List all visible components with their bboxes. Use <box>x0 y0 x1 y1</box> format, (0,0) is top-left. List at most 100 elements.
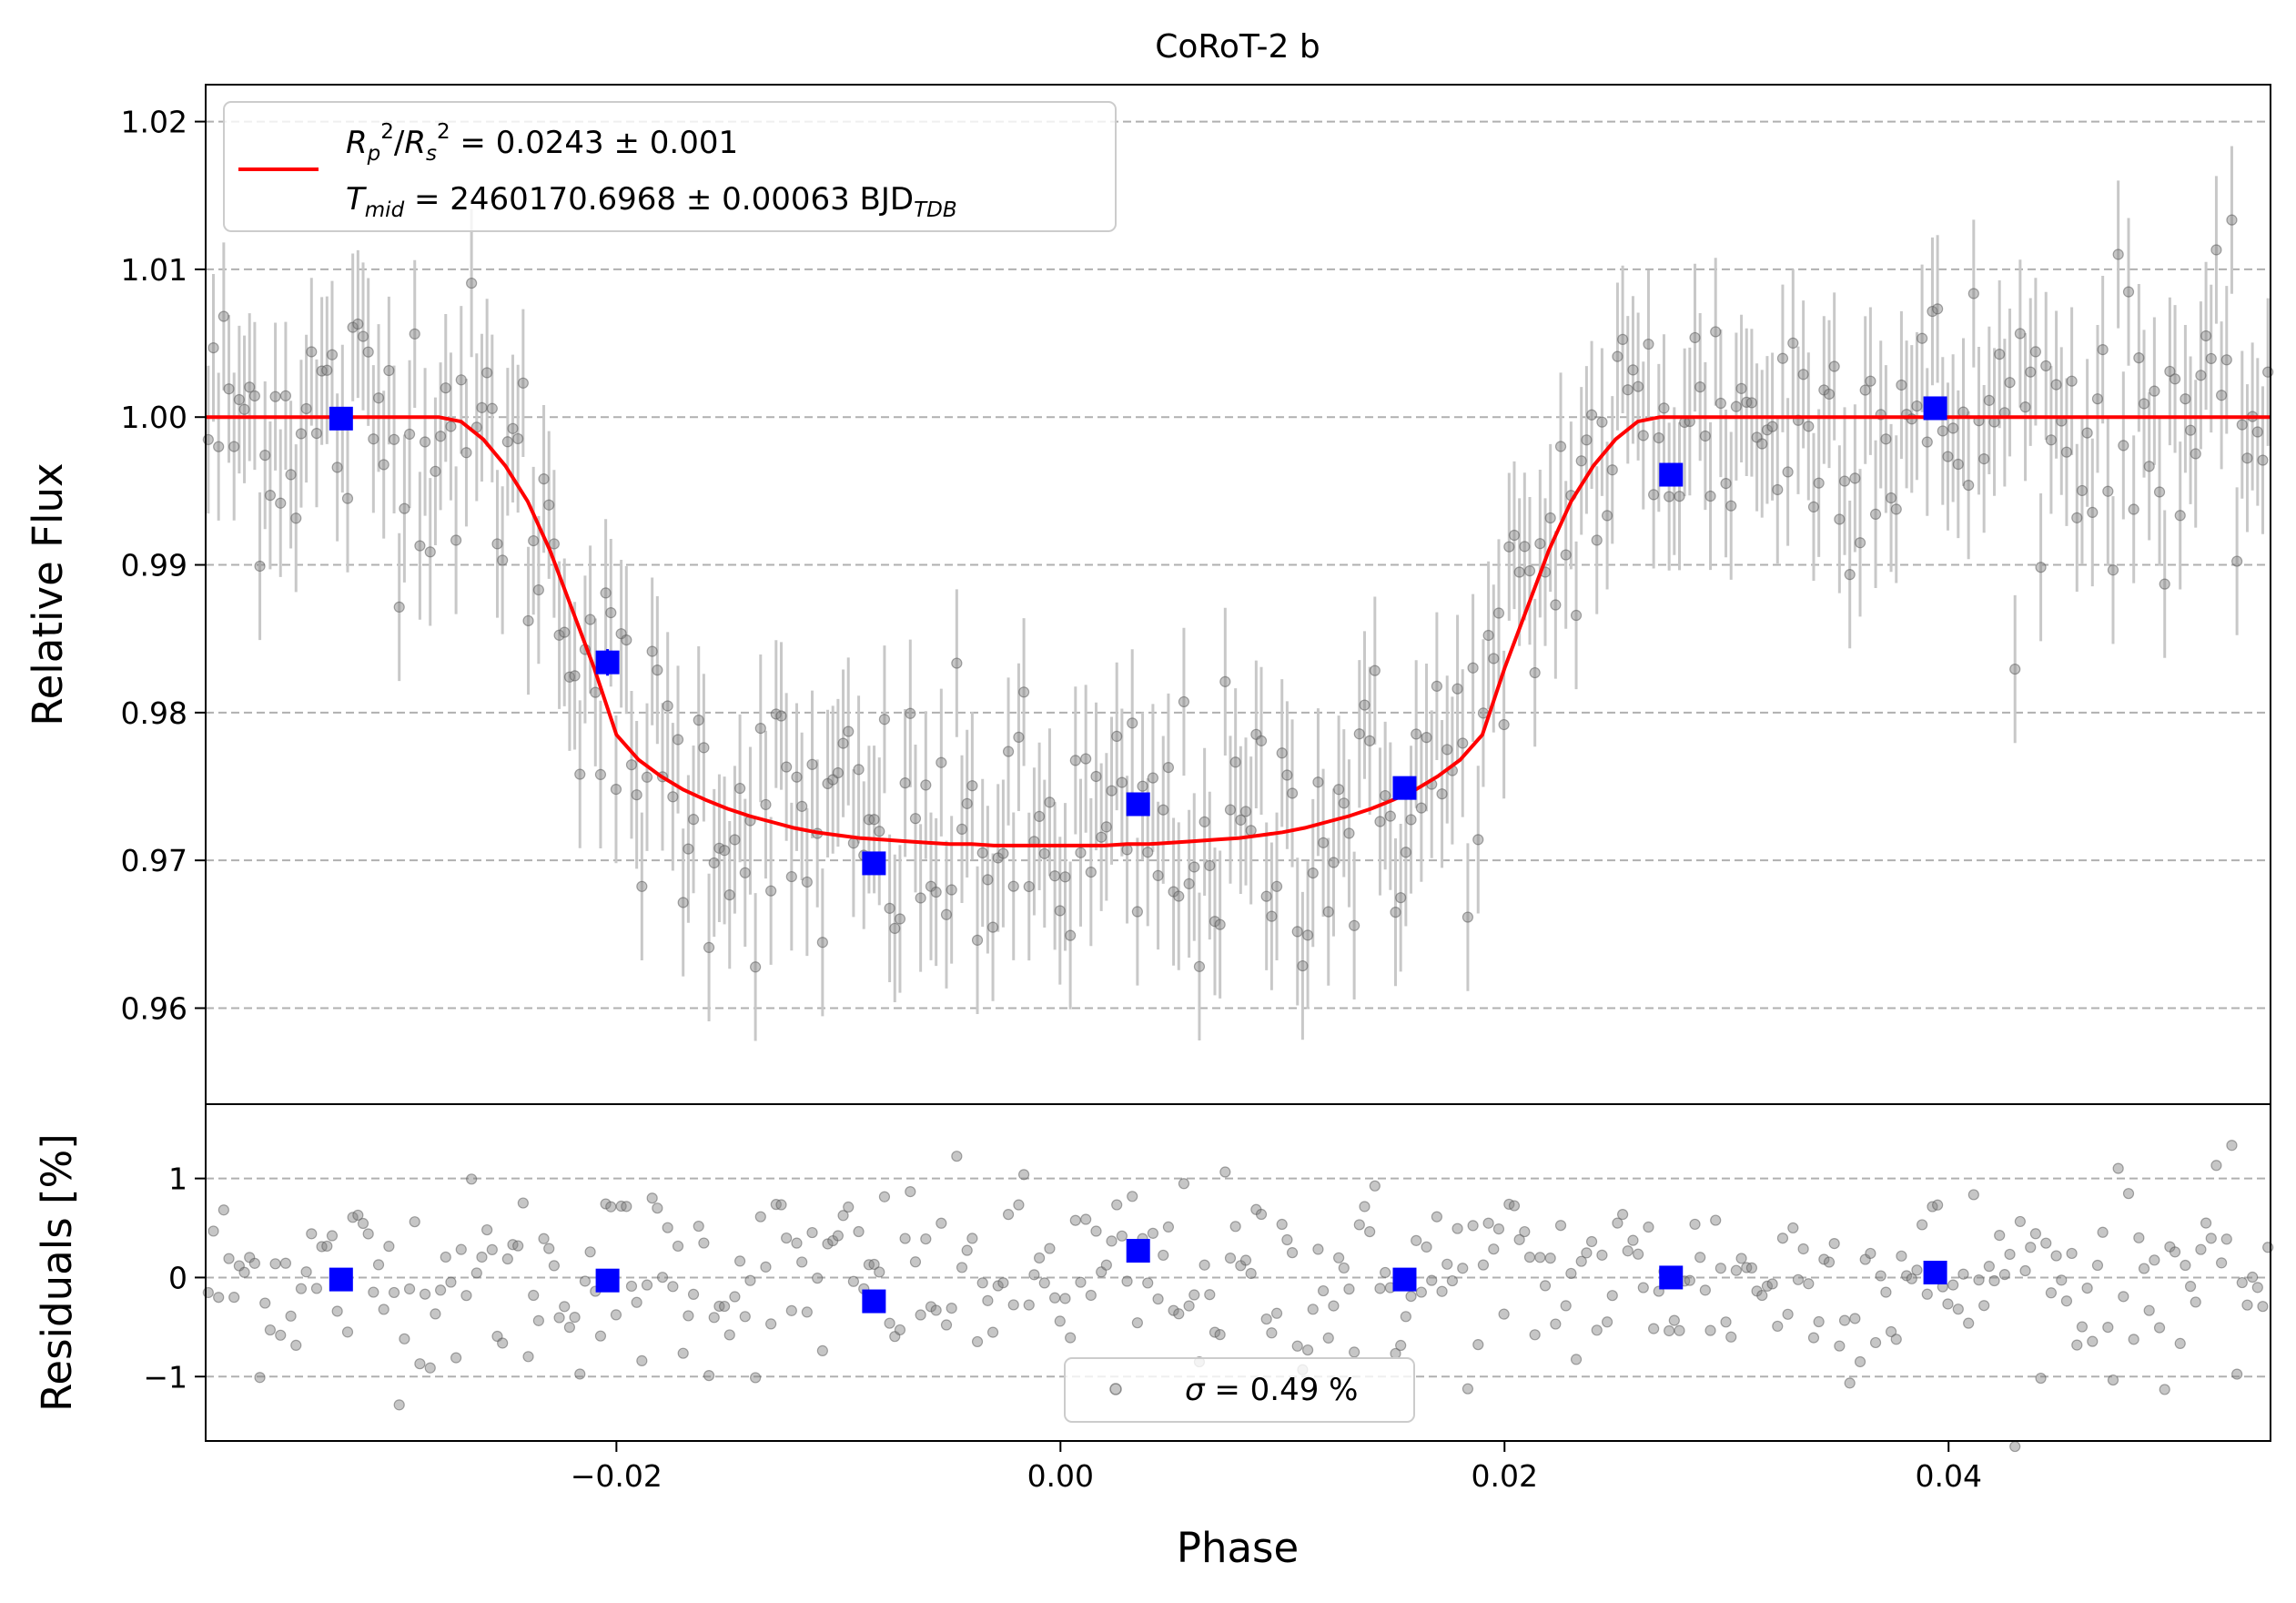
raw-point <box>1245 825 1257 837</box>
residual-point <box>2128 1334 2139 1345</box>
raw-point <box>1917 332 1928 344</box>
residual-point <box>1106 1235 1118 1247</box>
residual-point <box>610 1309 622 1321</box>
residual-point <box>419 1288 431 1300</box>
residual-point <box>641 1279 653 1291</box>
raw-point <box>1813 477 1825 489</box>
raw-point <box>259 450 271 462</box>
residual-point <box>1229 1221 1241 1233</box>
raw-point <box>915 892 926 904</box>
residual-point <box>1523 1252 1536 1263</box>
residual-point <box>1957 1268 1969 1280</box>
raw-point <box>326 349 339 360</box>
residual-point <box>2025 1242 2037 1253</box>
raw-point <box>486 402 498 414</box>
raw-point <box>1838 475 1851 487</box>
residual-point <box>1441 1258 1453 1270</box>
raw-point <box>574 768 586 780</box>
raw-point <box>1007 880 1019 892</box>
residual-point <box>466 1173 478 1185</box>
raw-point <box>2190 448 2201 460</box>
residual-point <box>1906 1273 1917 1284</box>
residual-point <box>1963 1317 1975 1329</box>
residual-point <box>1704 1324 1716 1336</box>
raw-point <box>796 800 808 812</box>
raw-point <box>2107 564 2119 576</box>
residual-point <box>951 1151 963 1162</box>
residual-point <box>1772 1320 1784 1333</box>
residual-point <box>1307 1304 1319 1315</box>
raw-point <box>2169 373 2181 385</box>
bottom-raw-points <box>202 1140 2274 1453</box>
top-binned-points <box>329 396 1947 876</box>
raw-point <box>2009 663 2021 675</box>
raw-point <box>1725 500 1737 512</box>
bottom-binned-points <box>329 1239 1947 1314</box>
residual-point <box>1121 1275 1133 1287</box>
raw-point <box>2200 330 2212 342</box>
raw-point <box>605 607 617 619</box>
top-y-ticks: 0.96 0.97 0.98 0.99 1.00 1.01 1.02 <box>121 105 206 1026</box>
raw-point <box>1658 402 1670 414</box>
residual-point <box>1714 1263 1726 1274</box>
raw-point <box>1787 337 1799 350</box>
residual-point <box>574 1368 586 1380</box>
raw-point <box>600 587 612 599</box>
raw-point <box>1772 483 1784 496</box>
raw-point <box>460 447 472 459</box>
residual-point <box>399 1333 410 1344</box>
raw-point <box>2081 427 2093 439</box>
raw-point <box>1710 326 1722 338</box>
residual-point <box>1978 1300 1990 1312</box>
raw-point <box>2029 346 2042 358</box>
raw-point <box>1756 438 1768 450</box>
residual-point <box>1648 1323 1660 1334</box>
raw-point <box>1281 769 1293 781</box>
residual-point <box>424 1362 436 1374</box>
residual-point <box>1942 1298 1954 1310</box>
residual-point <box>275 1329 287 1341</box>
raw-point <box>2220 354 2232 366</box>
raw-point <box>765 885 777 897</box>
residual-point <box>445 1276 457 1288</box>
residual-point <box>739 1311 751 1323</box>
residual-point <box>1426 1274 1438 1286</box>
residual-point <box>512 1240 524 1252</box>
raw-point <box>868 814 880 826</box>
residual-point <box>930 1304 942 1316</box>
raw-point <box>1266 910 1278 922</box>
residual-point <box>1013 1199 1025 1211</box>
raw-point <box>2102 485 2114 497</box>
residual-point <box>1529 1329 1541 1341</box>
top-legend-box <box>223 101 1117 232</box>
residual-point <box>605 1201 617 1212</box>
residual-point <box>2029 1228 2042 1240</box>
raw-point <box>1359 699 1371 711</box>
residual-point <box>1492 1223 1505 1235</box>
residual-point <box>1127 1191 1138 1202</box>
top-legend-ratio-entry: Rp2/Rs2 = 0.0243 ± 0.001 <box>346 120 738 166</box>
residual-point <box>1622 1245 1633 1257</box>
raw-point <box>285 469 297 481</box>
residual-point <box>2200 1217 2212 1229</box>
residual-point <box>1917 1219 1928 1231</box>
raw-point <box>507 422 519 434</box>
raw-point <box>368 433 379 445</box>
raw-point <box>538 473 550 485</box>
residual-point <box>1699 1284 1711 1296</box>
residual-point <box>2071 1339 2083 1351</box>
raw-point <box>1188 861 1200 873</box>
raw-point <box>1100 821 1112 833</box>
residual-point <box>409 1216 420 1228</box>
raw-point <box>698 742 710 754</box>
binned-point <box>329 406 353 431</box>
raw-point <box>264 490 277 502</box>
raw-point <box>956 823 968 835</box>
raw-point <box>491 538 503 550</box>
binned-residual-point <box>1126 1239 1150 1263</box>
residual-point <box>2236 1276 2248 1289</box>
raw-point <box>1947 422 1959 434</box>
raw-point <box>1807 501 1820 512</box>
residual-point <box>1869 1336 1882 1349</box>
residual-point <box>1947 1279 1959 1291</box>
